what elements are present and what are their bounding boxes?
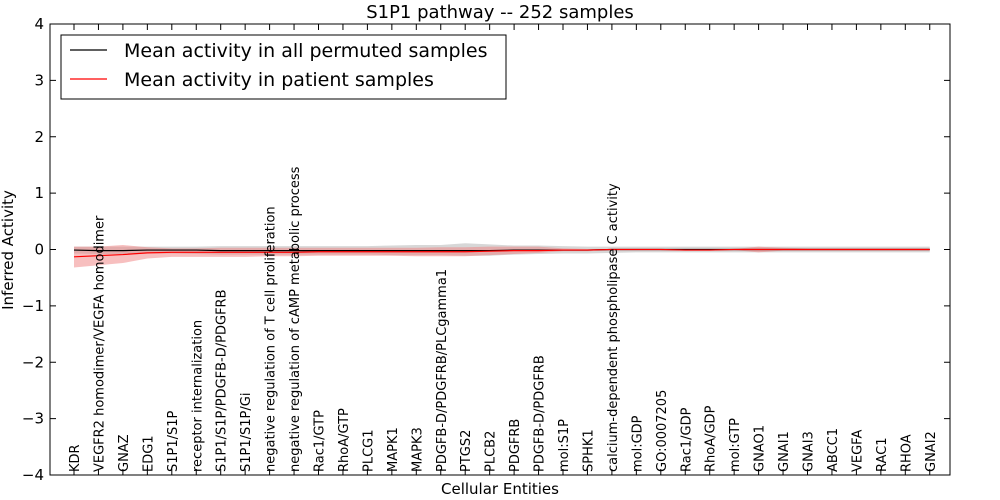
x-tick-label: RhoA/GDP: [704, 405, 719, 472]
legend-label-permuted: Mean activity in all permuted samples: [124, 40, 487, 62]
x-tick-label: PTGS2: [459, 430, 474, 472]
y-tick-label: 3: [34, 71, 44, 89]
y-tick-label: 4: [34, 15, 44, 33]
x-tick-label: EDG1: [141, 435, 156, 472]
x-tick-label: mol:GTP: [728, 418, 743, 472]
y-tick-label: 2: [34, 128, 44, 146]
line-mean-activity-in-patient-samples: [73, 248, 930, 258]
x-tick-label: RAC1: [875, 437, 890, 472]
x-tick-label: negative regulation of T cell proliferat…: [264, 206, 279, 472]
x-tick-label: PDGFB-D/PDGFRB: [533, 355, 548, 472]
x-tick-label: MAPK1: [386, 427, 401, 472]
x-tick-label: ABCC1: [826, 428, 841, 472]
x-tick-label: VEGFR2 homodimer/VEGFA homodimer: [92, 215, 107, 472]
x-tick-label: GNAI3: [802, 431, 817, 472]
x-tick-label: Rac1/GTP: [313, 410, 328, 472]
x-tick-label: GNAI2: [924, 431, 939, 472]
x-tick-label: GNAI1: [777, 431, 792, 472]
x-tick-label: S1P1/S1P: [166, 410, 181, 472]
x-tick-label: S1P1/S1P/Gi: [239, 393, 254, 472]
x-tick-label: GO:0007205: [655, 390, 670, 472]
x-tick-label: negative regulation of cAMP metabolic pr…: [288, 166, 303, 472]
chart-title: S1P1 pathway -- 252 samples: [366, 2, 634, 23]
x-tick-label: MAPK3: [410, 427, 425, 472]
y-axis-label: Inferred Activity: [0, 190, 17, 310]
y-tick-label: −1: [22, 297, 44, 315]
y-tick-label: −3: [22, 410, 44, 428]
x-tick-label: PDGFRB: [508, 419, 523, 472]
x-axis: KDR VEGFR2 homodimer/VEGFA homodimer GNAZ E…: [68, 24, 939, 475]
x-tick-label: VEGFA: [850, 430, 865, 472]
legend: Mean activity in all permuted samples Me…: [60, 34, 507, 100]
x-tick-label: KDR: [68, 444, 83, 472]
x-tick-label: SPHK1: [581, 429, 596, 472]
x-tick-label: mol:GDP: [630, 415, 645, 472]
y-tick-label: 0: [34, 241, 44, 259]
x-tick-label: RHOA: [899, 434, 914, 472]
x-tick-label: mol:S1P: [557, 419, 572, 472]
legend-label-patient: Mean activity in patient samples: [124, 69, 434, 91]
y-axis: 4 3 2 1 0 −1 −2 −3 −4: [22, 15, 950, 484]
x-tick-label: PLCG1: [361, 429, 376, 472]
y-tick-label: −4: [22, 466, 44, 484]
x-tick-label: calcium-dependent phospholipase C activi…: [606, 183, 621, 472]
x-tick-label: PDGFB-D/PDGFRB/PLCgamma1: [435, 269, 450, 472]
x-tick-label: GNAZ: [117, 434, 132, 472]
y-tick-label: −2: [22, 353, 44, 371]
x-tick-label: Rac1/GDP: [679, 407, 694, 472]
x-tick-label: S1P1/S1P/PDGFB-D/PDGFRB: [215, 289, 230, 472]
legend-box: [60, 34, 507, 100]
x-axis-label: Cellular Entities: [441, 480, 559, 498]
y-tick-label: 1: [34, 184, 44, 202]
x-tick-label: PLCB2: [484, 431, 499, 472]
x-tick-label: GNAO1: [753, 425, 768, 472]
x-tick-label: RhoA/GTP: [337, 408, 352, 472]
series-lines: [73, 248, 930, 258]
x-tick-label: receptor internalization: [190, 320, 205, 472]
